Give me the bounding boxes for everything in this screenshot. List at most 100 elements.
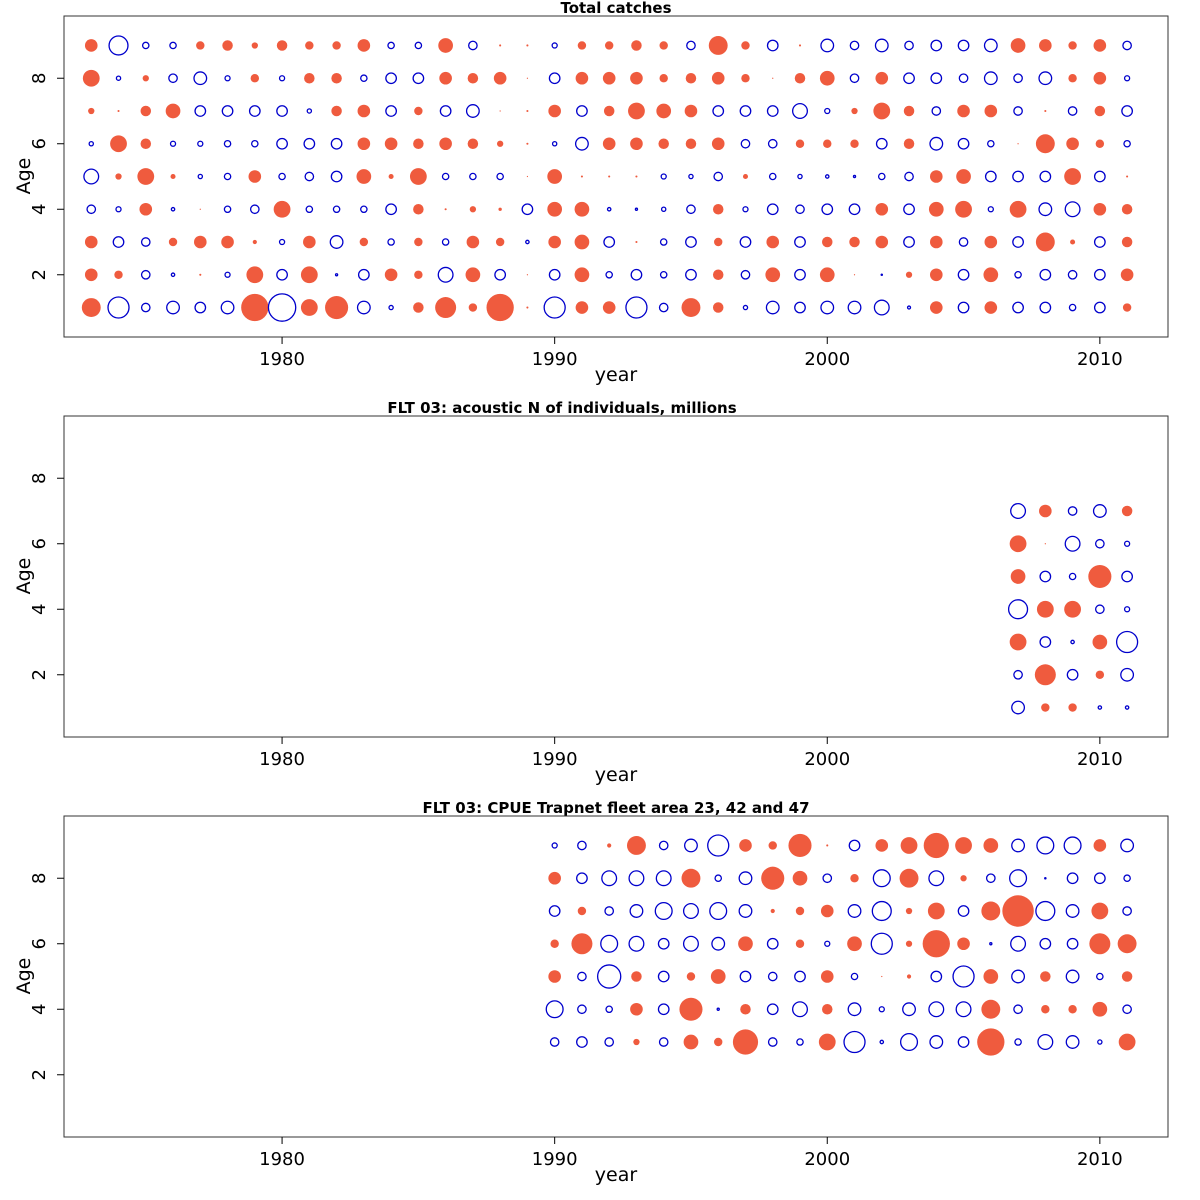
bubble-age9-2009 — [1068, 41, 1077, 50]
bubble-age4-2001 — [848, 203, 861, 216]
bubble-age1-1977 — [194, 301, 207, 314]
bubble-age7-1992 — [604, 906, 615, 916]
bubble-age8-2000 — [819, 70, 835, 86]
bubble-age4-1979 — [249, 204, 260, 215]
bubble-age8-1993 — [628, 870, 645, 887]
bubble-age8-1994 — [659, 74, 668, 83]
x-tick-label: 1990 — [532, 1149, 578, 1170]
bubble-age4-2007 — [1013, 1004, 1023, 1015]
bubble-age9-2008 — [1036, 836, 1055, 855]
bubble-age9-1997 — [741, 41, 750, 50]
bubble-age5-2009 — [1064, 168, 1081, 185]
bubble-age9-2007 — [1011, 838, 1026, 853]
bubble-age4-1987 — [469, 206, 477, 213]
bubble-age8-2007 — [1009, 869, 1028, 888]
bubble-age2-1984 — [384, 268, 398, 282]
bubble-age2-1989 — [526, 274, 529, 276]
bubble-age3-1995 — [685, 236, 697, 248]
y-tick-label: 6 — [29, 138, 50, 149]
bubble-age3-2008 — [1039, 636, 1052, 648]
bubble-age6-2008 — [1044, 543, 1046, 545]
bubble-age3-2003 — [903, 236, 915, 248]
bubble-age5-2007 — [1012, 170, 1024, 183]
bubble-age7-1999 — [792, 102, 809, 119]
y-tick-label: 2 — [29, 269, 50, 280]
bubble-age1-1974 — [107, 296, 130, 319]
x-tick-label: 1990 — [532, 749, 578, 770]
bubble-age5-2000 — [820, 970, 834, 983]
bubble-age9-1983 — [357, 39, 371, 52]
bubble-age7-1986 — [439, 105, 452, 117]
bubble-age5-2008 — [1040, 971, 1051, 982]
bubble-age3-2009 — [1070, 239, 1076, 245]
bubble-age4-1997 — [742, 206, 749, 213]
bubble-age8-1980 — [278, 75, 286, 82]
bubble-age5-1990 — [548, 970, 561, 983]
bubble-age1-2000 — [820, 300, 835, 315]
bubble-age8-2007 — [1013, 73, 1023, 84]
bubble-age7-2006 — [981, 901, 1001, 921]
bubble-age3-1976 — [168, 237, 178, 247]
bubble-age6-1980 — [276, 137, 288, 150]
bubble-age4-1984 — [385, 203, 398, 216]
bubble-age8-1997 — [741, 74, 750, 83]
bubble-age3-1985 — [414, 237, 423, 247]
bubble-age6-2003 — [905, 940, 913, 947]
bubble-age7-2006 — [984, 104, 998, 118]
bubble-age6-2006 — [989, 942, 993, 946]
bubble-age3-2007 — [1014, 1038, 1022, 1046]
bubble-age9-1990 — [551, 42, 558, 49]
bubble-age2-2009 — [1067, 269, 1078, 280]
bubble-age2-2003 — [905, 271, 913, 278]
bubble-age5-2007 — [1010, 569, 1026, 584]
bubble-age7-1977 — [194, 105, 207, 117]
bubble-age2-2008 — [1039, 268, 1052, 281]
bubble-age2-2007 — [1013, 669, 1023, 680]
bubble-age8-1993 — [630, 71, 643, 85]
x-tick-label: 2000 — [804, 749, 850, 770]
bubble-age5-1979 — [248, 170, 262, 183]
bubble-age9-2008 — [1039, 39, 1052, 52]
bubble-age4-1990 — [545, 1000, 564, 1019]
bubble-age3-2010 — [1093, 236, 1106, 248]
bubble-age8-1996 — [714, 874, 723, 883]
bubble-age4-1986 — [444, 208, 447, 211]
bubble-age5-2002 — [877, 172, 886, 181]
bubble-age1-1973 — [81, 298, 101, 317]
bubble-age8-1995 — [685, 72, 697, 84]
bubble-age9-1999 — [788, 833, 812, 858]
bubble-age3-2008 — [1035, 232, 1055, 252]
bubble-age7-2002 — [873, 102, 891, 120]
bubble-age5-1978 — [223, 172, 232, 181]
bubble-age3-2001 — [849, 236, 860, 248]
bubble-age1-1987 — [468, 303, 478, 312]
bubble-age4-1998 — [766, 1003, 779, 1016]
bubble-age1-1996 — [712, 302, 724, 313]
bubble-age1-1988 — [486, 293, 514, 322]
bubble-age8-2006 — [983, 71, 998, 86]
bubble-age9-2007 — [1010, 38, 1026, 53]
bubble-age7-2009 — [1067, 506, 1078, 516]
bubble-age6-2009 — [1064, 535, 1081, 552]
bubble-age8-1987 — [467, 72, 479, 84]
bubble-age1-1989 — [526, 306, 529, 309]
bubble-age1-1994 — [658, 302, 669, 313]
bubble-age2-1992 — [605, 270, 613, 279]
bubble-age9-1998 — [766, 39, 779, 52]
bubble-age9-1995 — [686, 40, 696, 51]
bubble-age4-1974 — [115, 206, 122, 213]
bubble-age7-1996 — [709, 901, 728, 921]
bubble-age8-1988 — [493, 71, 507, 85]
x-tick-label: 1990 — [532, 349, 578, 370]
bubble-age5-2010 — [1093, 170, 1106, 183]
bubble-age8-2011 — [1123, 874, 1131, 883]
bubble-age6-2005 — [957, 937, 970, 951]
bubble-age6-1981 — [303, 137, 316, 150]
bubble-age9-2010 — [1093, 839, 1107, 852]
bubble-age8-1978 — [224, 75, 231, 82]
x-tick-label: 2010 — [1077, 1149, 1123, 1170]
bubble-age9-2010 — [1093, 39, 1107, 52]
bubble-age9-1996 — [707, 834, 730, 857]
bubble-age6-2009 — [1066, 137, 1079, 151]
bubble-age4-1999 — [795, 204, 805, 215]
